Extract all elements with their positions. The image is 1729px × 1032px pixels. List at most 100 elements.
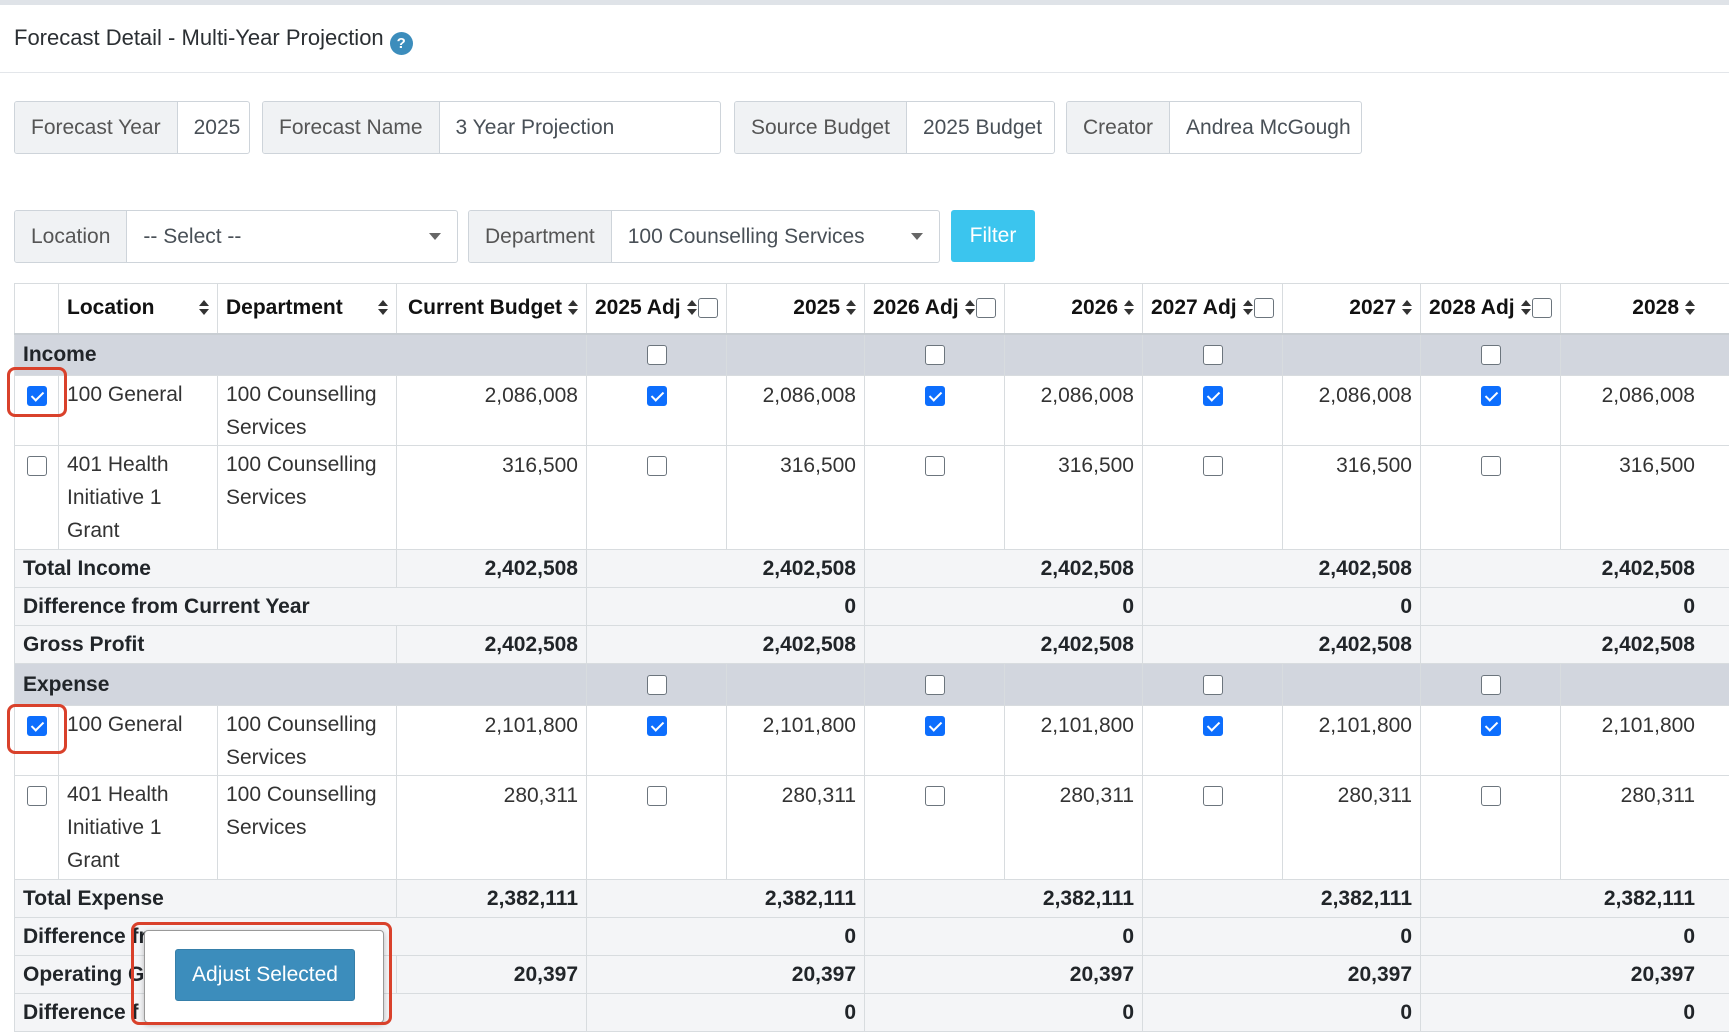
location-cell: 401 Health Initiative 1 Grant — [58, 775, 218, 880]
source-budget-value: 2025 Budget — [922, 115, 1043, 139]
row-select-checkbox[interactable] — [26, 786, 47, 807]
sort-icon — [964, 300, 975, 316]
expense-2027-adj-checkbox[interactable] — [1202, 674, 1223, 695]
income-2026-adj-checkbox[interactable] — [924, 345, 945, 366]
forecast-year-label: Forecast Year — [15, 102, 178, 153]
total-label: Total Income — [14, 549, 397, 588]
page-header: Forecast Detail - Multi-Year Projection? — [0, 5, 1729, 73]
department-cell: 100 Counselling Services — [217, 775, 397, 880]
adj-2027-checkbox[interactable] — [1202, 456, 1223, 477]
col-2026-adj[interactable]: 2026 Adj — [864, 283, 1005, 335]
row-select-checkbox[interactable] — [26, 386, 47, 407]
adj-2027-checkbox[interactable] — [1202, 716, 1223, 737]
adjust-popover: Adjust Selected — [144, 930, 384, 1023]
adj-2027-checkbox[interactable] — [1202, 386, 1223, 407]
income-section-row: Income — [14, 333, 1729, 376]
adj-2025-checkbox[interactable] — [646, 786, 667, 807]
location-cell: 100 General — [58, 375, 218, 446]
y2025-cell: 316,500 — [726, 445, 865, 550]
adj-2026-checkbox[interactable] — [924, 716, 945, 737]
y2026-cell: 316,500 — [1004, 445, 1143, 550]
gross-profit-row: Gross Profit 2,402,508 2,402,508 2,402,5… — [14, 625, 1729, 664]
row-select-checkbox[interactable] — [26, 716, 47, 737]
creator-value: Andrea McGough — [1186, 115, 1351, 139]
sort-icon — [1520, 300, 1531, 316]
col-location[interactable]: Location — [58, 283, 218, 335]
adj-2027-header-checkbox[interactable] — [1254, 298, 1274, 319]
forecast-name-value[interactable]: 3 Year Projection — [455, 115, 615, 139]
current-budget-cell: 2,086,008 — [396, 375, 587, 446]
location-cell: 100 General — [58, 705, 218, 776]
creator-label: Creator — [1067, 102, 1171, 153]
location-select[interactable]: -- Select -- — [127, 211, 457, 262]
col-2025-adj[interactable]: 2025 Adj — [586, 283, 727, 335]
adj-2026-checkbox[interactable] — [924, 786, 945, 807]
y2026-cell: 2,101,800 — [1004, 705, 1143, 776]
forecast-name-label: Forecast Name — [263, 102, 440, 153]
sort-icon — [199, 300, 209, 316]
page-title-text: Forecast Detail - Multi-Year Projection — [14, 25, 384, 50]
col-2027-adj[interactable]: 2027 Adj — [1142, 283, 1283, 335]
chevron-down-icon — [911, 233, 923, 240]
sort-icon — [1124, 300, 1134, 316]
section-label: Income — [14, 333, 587, 376]
row-select-checkbox[interactable] — [26, 456, 47, 477]
expense-difference-row: Difference fr 0 0 0 0 — [14, 917, 1729, 956]
adj-2026-checkbox[interactable] — [924, 386, 945, 407]
source-budget-group: Source Budget 2025 Budget — [734, 101, 1055, 154]
adj-2027-checkbox[interactable] — [1202, 786, 1223, 807]
total-label: Total Expense — [14, 879, 397, 918]
adj-2025-header-checkbox[interactable] — [698, 298, 718, 319]
y2028-cell: 2,101,800 — [1560, 705, 1729, 776]
sort-icon — [1685, 300, 1695, 316]
y2027-cell: 2,101,800 — [1282, 705, 1421, 776]
adj-2028-checkbox[interactable] — [1480, 386, 1501, 407]
sort-icon — [568, 300, 578, 316]
income-difference-row: Difference from Current Year 0 0 0 0 — [14, 587, 1729, 626]
col-department[interactable]: Department — [217, 283, 397, 335]
sort-icon — [846, 300, 856, 316]
income-2028-adj-checkbox[interactable] — [1480, 345, 1501, 366]
expense-section-row: Expense — [14, 663, 1729, 706]
col-2027[interactable]: 2027 — [1282, 283, 1421, 335]
col-2028-adj[interactable]: 2028 Adj — [1420, 283, 1561, 335]
total-expense-row: Total Expense 2,382,111 2,382,111 2,382,… — [14, 879, 1729, 918]
col-2026[interactable]: 2026 — [1004, 283, 1143, 335]
adj-2026-checkbox[interactable] — [924, 456, 945, 477]
help-icon[interactable]: ? — [389, 32, 413, 55]
table-row: 100 General 100 Counselling Services 2,0… — [14, 375, 1729, 446]
difference-label: Difference from Current Year — [14, 587, 587, 626]
adj-2028-checkbox[interactable] — [1480, 456, 1501, 477]
adjust-selected-button[interactable]: Adjust Selected — [175, 949, 355, 1001]
sort-icon — [1402, 300, 1412, 316]
page-title: Forecast Detail - Multi-Year Projection? — [14, 25, 413, 55]
expense-2025-adj-checkbox[interactable] — [646, 674, 667, 695]
adj-2025-checkbox[interactable] — [646, 456, 667, 477]
expense-2028-adj-checkbox[interactable] — [1480, 674, 1501, 695]
adj-2025-checkbox[interactable] — [646, 716, 667, 737]
col-2028[interactable]: 2028 — [1560, 283, 1729, 335]
header-row: Location Department Current Budget 2025 … — [14, 283, 1729, 335]
income-2025-adj-checkbox[interactable] — [646, 345, 667, 366]
expense-2026-adj-checkbox[interactable] — [924, 674, 945, 695]
select-all-column — [14, 283, 59, 335]
forecast-table: Location Department Current Budget 2025 … — [14, 283, 1729, 1032]
filter-button[interactable]: Filter — [951, 210, 1035, 262]
adj-2025-checkbox[interactable] — [646, 386, 667, 407]
y2028-cell: 2,086,008 — [1560, 375, 1729, 446]
adj-2026-header-checkbox[interactable] — [976, 298, 996, 319]
adj-2028-header-checkbox[interactable] — [1532, 298, 1552, 319]
adj-2028-checkbox[interactable] — [1480, 716, 1501, 737]
source-budget-label: Source Budget — [735, 102, 907, 153]
col-2025[interactable]: 2025 — [726, 283, 865, 335]
total-income-row: Total Income 2,402,508 2,402,508 2,402,5… — [14, 549, 1729, 588]
adj-2028-checkbox[interactable] — [1480, 786, 1501, 807]
table-row: 401 Health Initiative 1 Grant 100 Counse… — [14, 775, 1729, 880]
y2028-cell: 316,500 — [1560, 445, 1729, 550]
income-2027-adj-checkbox[interactable] — [1202, 345, 1223, 366]
location-cell: 401 Health Initiative 1 Grant — [58, 445, 218, 550]
y2026-cell: 2,086,008 — [1004, 375, 1143, 446]
department-select[interactable]: 100 Counselling Services — [612, 211, 939, 262]
department-cell: 100 Counselling Services — [217, 445, 397, 550]
col-current-budget[interactable]: Current Budget — [396, 283, 587, 335]
